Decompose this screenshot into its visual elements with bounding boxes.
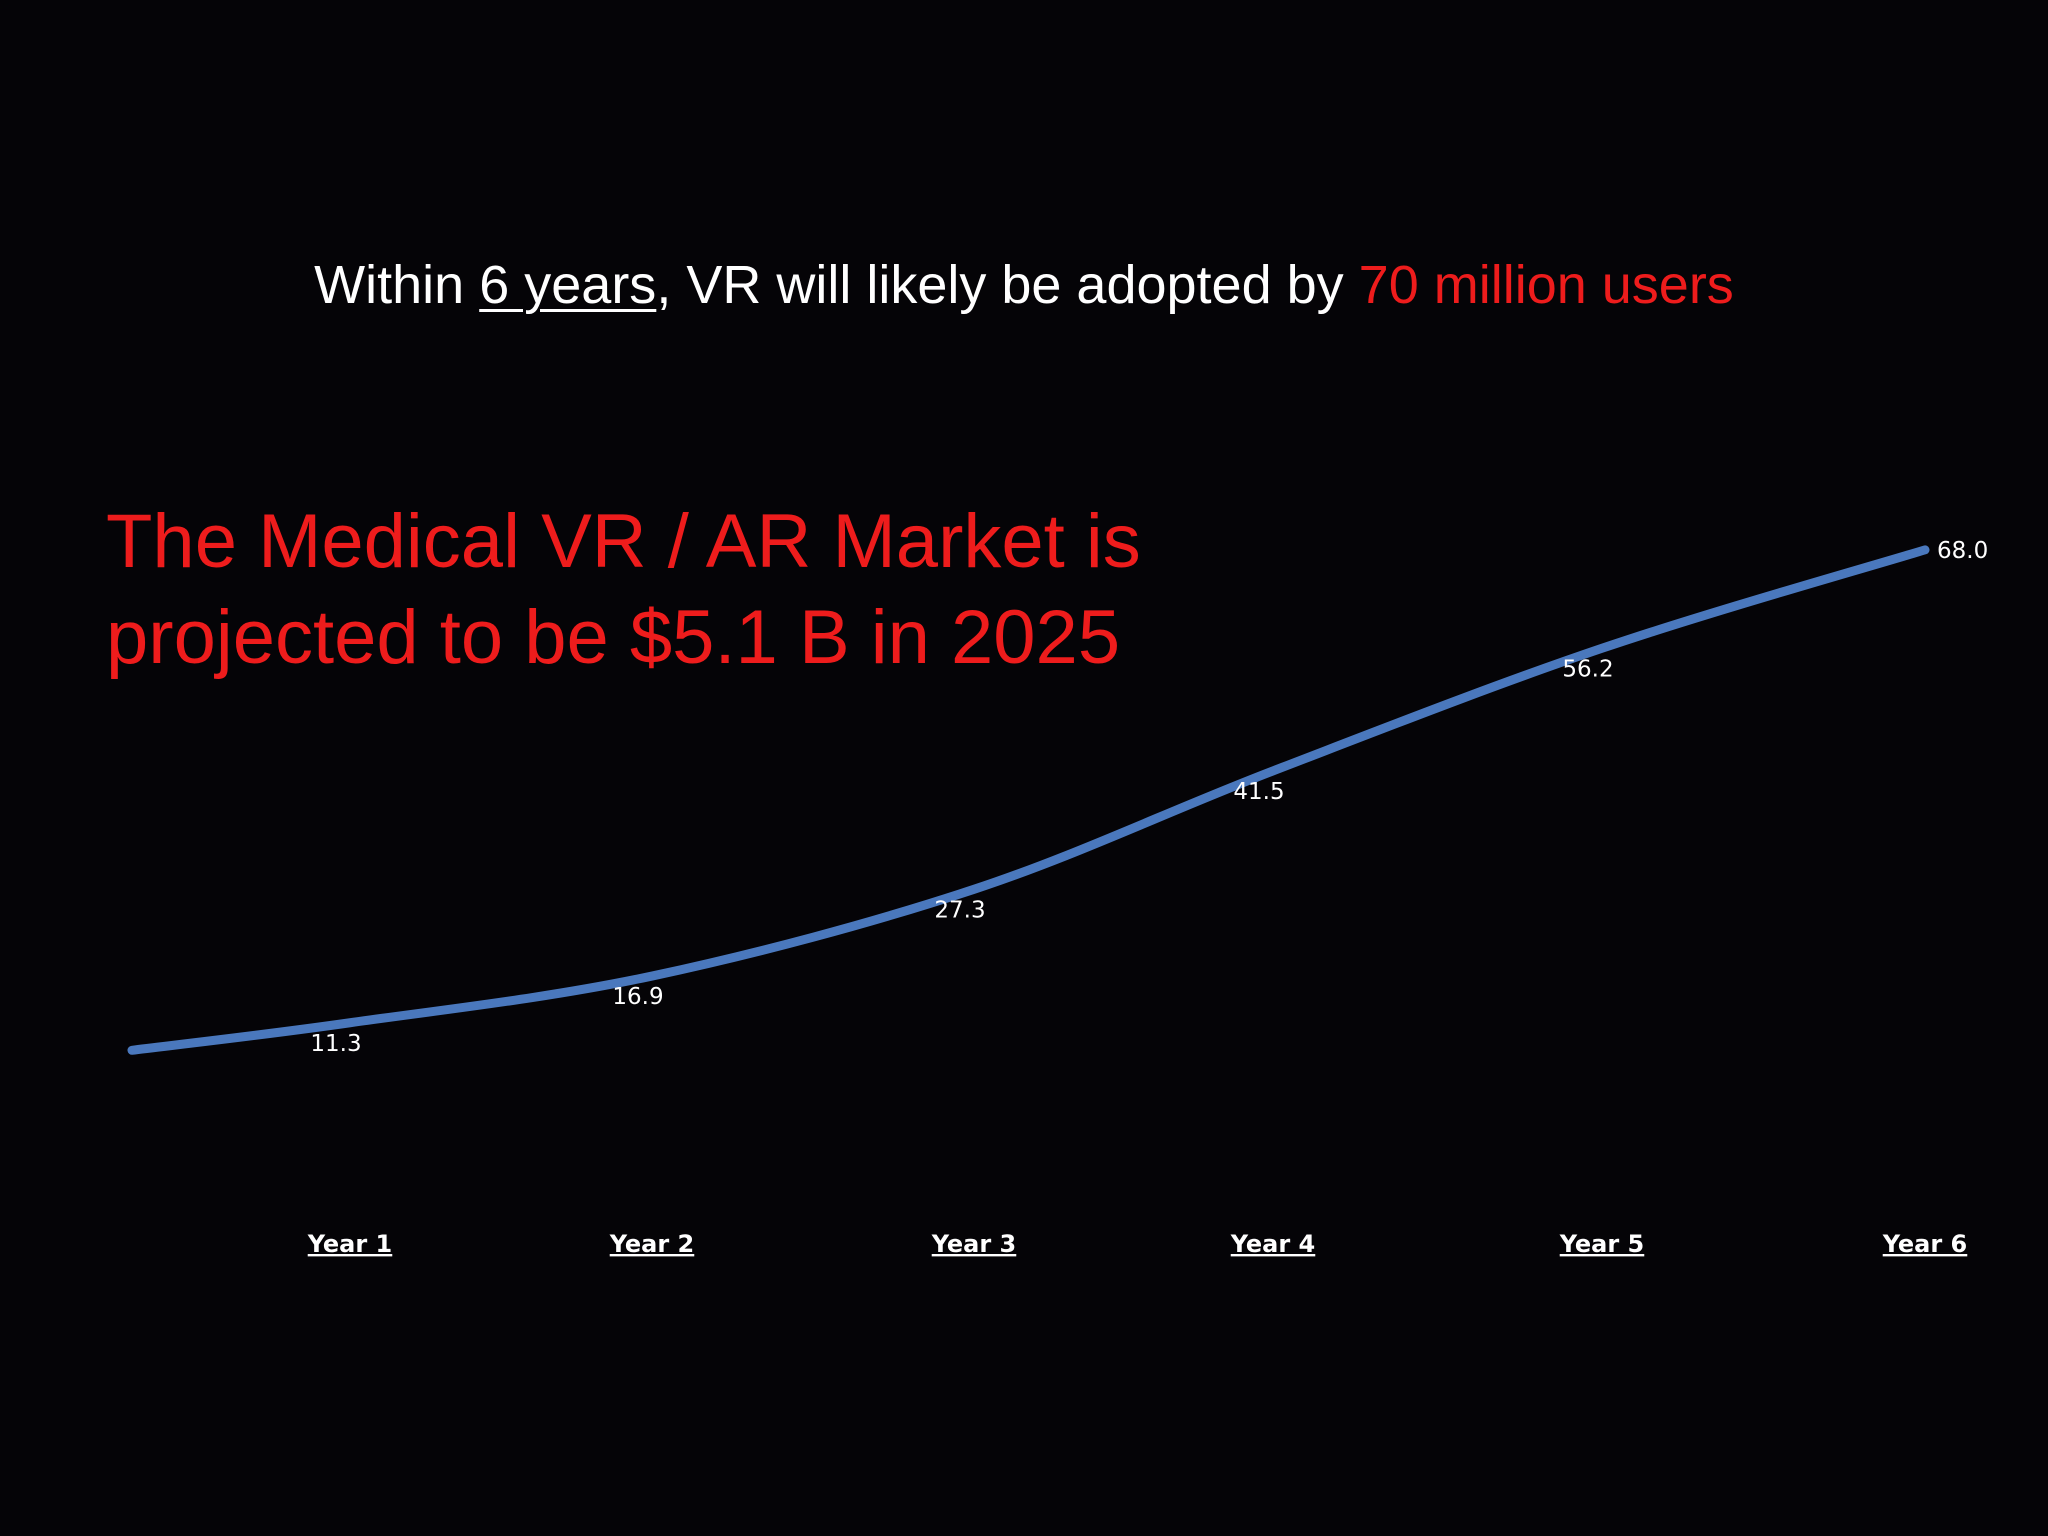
headline-prefix: Within — [314, 255, 480, 315]
x-tick-label-3: Year 3 — [931, 1230, 1017, 1258]
x-tick-label-4: Year 4 — [1230, 1230, 1316, 1258]
x-tick-label-6: Year 6 — [1882, 1230, 1968, 1258]
headline: Within 6 years, VR will likely be adopte… — [0, 252, 2048, 318]
x-tick-label-2: Year 2 — [609, 1230, 695, 1258]
market-line-1: The Medical VR / AR Market is — [106, 499, 1141, 584]
data-point-3 — [970, 885, 978, 894]
headline-middle: , VR will likely be adopted by — [656, 255, 1359, 315]
series-line — [127, 545, 1930, 1055]
x-tick-label-5: Year 5 — [1559, 1230, 1645, 1258]
x-tick-label-1: Year 1 — [307, 1230, 393, 1258]
data-label-3: 27.3 — [934, 897, 985, 923]
data-point-4 — [1269, 766, 1277, 775]
data-point-1 — [346, 1018, 354, 1027]
data-point-5 — [1598, 644, 1606, 653]
data-label-6: 68.0 — [1937, 538, 1988, 564]
data-point-2 — [648, 972, 656, 981]
data-label-5: 56.2 — [1562, 656, 1613, 682]
data-label-2: 16.9 — [612, 984, 663, 1010]
headline-emphasis: 6 years — [479, 255, 657, 315]
data-label-1: 11.3 — [310, 1031, 361, 1057]
market-projection-text: The Medical VR / AR Market is projected … — [106, 494, 1406, 686]
data-point-6 — [1921, 545, 1929, 554]
data-label-4: 41.5 — [1233, 779, 1284, 805]
market-line-2: projected to be $5.1 B in 2025 — [106, 595, 1121, 680]
headline-accent: 70 million users — [1358, 255, 1734, 315]
